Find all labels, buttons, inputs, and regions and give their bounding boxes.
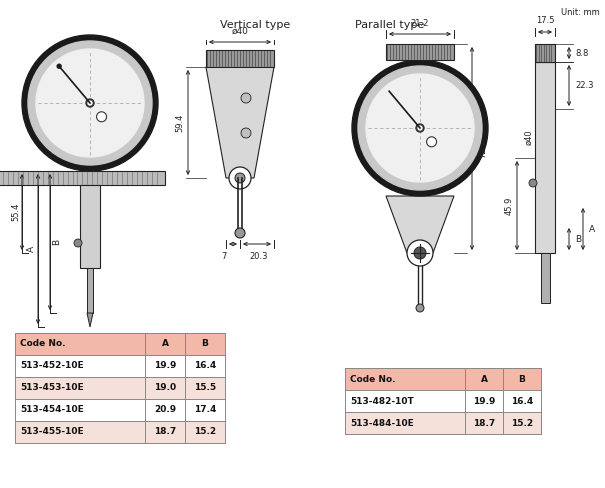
Text: 15.2: 15.2 — [511, 419, 533, 427]
Circle shape — [416, 124, 424, 132]
Circle shape — [86, 99, 94, 107]
Bar — [15, 421, 225, 443]
Circle shape — [414, 247, 426, 259]
Text: A: A — [162, 340, 169, 348]
Text: 20.3: 20.3 — [250, 252, 268, 261]
Text: Code No.: Code No. — [20, 340, 65, 348]
Circle shape — [88, 101, 92, 105]
Bar — [15, 377, 225, 399]
Circle shape — [241, 93, 251, 103]
Bar — [345, 390, 541, 412]
Text: 19.0: 19.0 — [154, 384, 176, 392]
Text: 21.2: 21.2 — [411, 19, 429, 28]
Text: 513-455-10E: 513-455-10E — [20, 427, 83, 436]
Bar — [345, 368, 541, 390]
Text: ø40: ø40 — [232, 27, 249, 36]
Text: 18.7: 18.7 — [154, 427, 176, 436]
Circle shape — [57, 64, 61, 68]
Text: 8.8: 8.8 — [575, 48, 589, 58]
Text: 45.9: 45.9 — [505, 196, 514, 215]
Text: Parallel type: Parallel type — [355, 20, 424, 30]
Text: 15.5: 15.5 — [194, 384, 216, 392]
Circle shape — [36, 49, 144, 157]
Circle shape — [358, 66, 482, 190]
Circle shape — [97, 112, 106, 122]
Circle shape — [427, 137, 437, 147]
Text: A: A — [589, 224, 595, 233]
Text: 19.9: 19.9 — [154, 362, 176, 370]
Text: 19.9: 19.9 — [473, 396, 495, 406]
Bar — [15, 399, 225, 421]
Circle shape — [235, 173, 245, 183]
Text: 7: 7 — [221, 252, 227, 261]
Text: 17.5: 17.5 — [536, 16, 554, 25]
Circle shape — [418, 126, 422, 130]
Circle shape — [28, 41, 152, 165]
Text: B: B — [53, 239, 62, 245]
Text: B: B — [201, 340, 209, 348]
Bar — [386, 44, 454, 60]
Bar — [535, 44, 555, 62]
Circle shape — [352, 60, 488, 196]
Text: Unit: mm: Unit: mm — [561, 8, 600, 17]
Bar — [0, 171, 165, 185]
Bar — [15, 355, 225, 377]
Text: 513-452-10E: 513-452-10E — [20, 362, 83, 370]
Text: 513-482-10T: 513-482-10T — [350, 396, 414, 406]
Bar — [540, 253, 549, 303]
Text: B: B — [518, 374, 525, 384]
Text: Vertical type: Vertical type — [220, 20, 290, 30]
Circle shape — [241, 128, 251, 138]
Text: B: B — [575, 235, 581, 244]
Bar — [15, 333, 225, 355]
Text: 72.1: 72.1 — [478, 139, 487, 158]
Text: 513-453-10E: 513-453-10E — [20, 384, 83, 392]
Text: 16.4: 16.4 — [511, 396, 533, 406]
Circle shape — [366, 74, 474, 182]
Bar — [345, 412, 541, 434]
Bar — [535, 62, 555, 253]
Text: 18.7: 18.7 — [473, 419, 495, 427]
Text: 20.9: 20.9 — [154, 406, 176, 414]
Bar — [206, 50, 274, 67]
Text: 513-454-10E: 513-454-10E — [20, 406, 83, 414]
Text: 17.4: 17.4 — [194, 406, 216, 414]
Circle shape — [229, 167, 251, 189]
Polygon shape — [386, 196, 454, 253]
Polygon shape — [206, 67, 274, 178]
Text: A: A — [480, 374, 488, 384]
Circle shape — [74, 239, 82, 247]
Circle shape — [416, 304, 424, 312]
Text: 16.4: 16.4 — [194, 362, 216, 370]
Text: 59.4: 59.4 — [175, 113, 185, 132]
Text: 22.3: 22.3 — [575, 81, 594, 90]
Text: 15.2: 15.2 — [194, 427, 216, 436]
Circle shape — [529, 179, 537, 187]
Circle shape — [22, 35, 158, 171]
Text: 513-484-10E: 513-484-10E — [350, 419, 414, 427]
Polygon shape — [87, 313, 93, 327]
Text: ø40: ø40 — [525, 130, 534, 145]
Text: Code No.: Code No. — [350, 374, 396, 384]
Bar — [87, 268, 93, 313]
Text: 55.4: 55.4 — [11, 203, 21, 221]
Text: A: A — [27, 246, 36, 252]
Circle shape — [407, 240, 433, 266]
Circle shape — [235, 228, 245, 238]
Bar — [80, 185, 100, 268]
